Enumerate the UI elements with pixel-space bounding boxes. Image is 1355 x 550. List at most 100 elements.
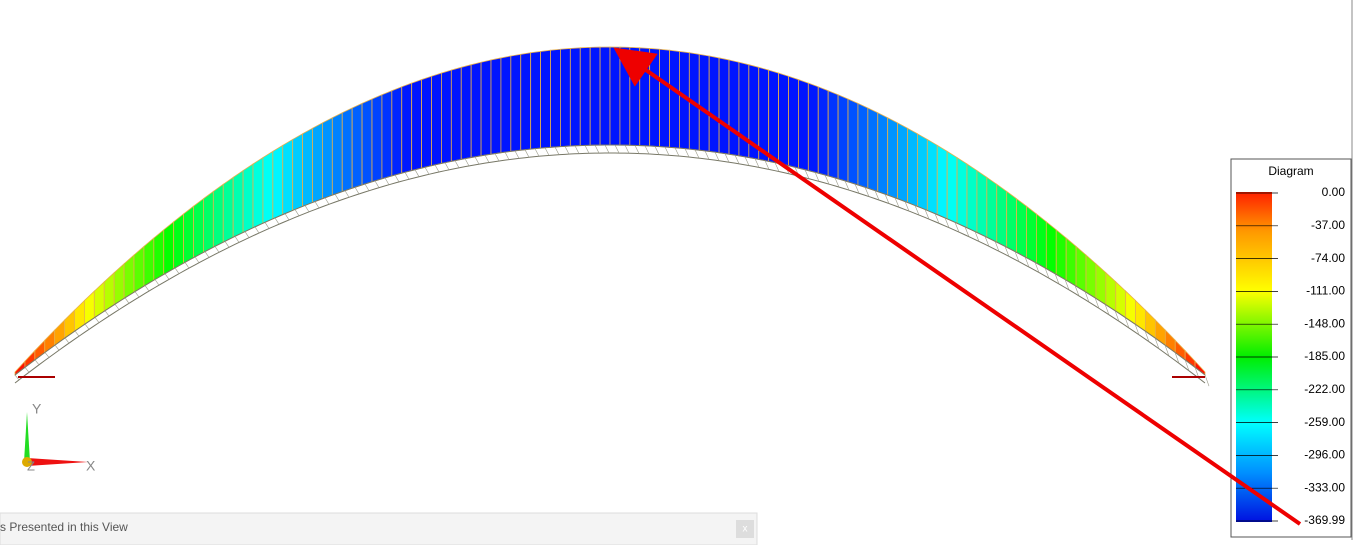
legend: Diagram 0.00 -37.00 -74.00 -111.00 -148.00 -1… — [1230, 158, 1352, 538]
diagram-segment — [232, 169, 244, 238]
annotation-arrow — [613, 47, 1302, 526]
diagram-segment — [520, 52, 532, 151]
arch-web — [354, 187, 360, 195]
arch-web — [1124, 317, 1130, 329]
arch-web — [154, 279, 160, 286]
legend-label: -37.00 — [1311, 218, 1345, 232]
arch-web — [174, 267, 180, 274]
diagram-segment — [1145, 309, 1156, 340]
arch-web — [1144, 330, 1150, 342]
arch-web — [684, 148, 690, 158]
diagram-segment — [74, 299, 85, 333]
close-button[interactable] — [736, 520, 754, 538]
diagram-segment — [946, 150, 958, 224]
arch-web — [564, 146, 570, 155]
diagram-segment — [203, 190, 214, 254]
arch-web — [144, 285, 150, 292]
arch-web — [534, 148, 540, 157]
diagram-segment — [341, 107, 353, 193]
diagram-segment — [24, 349, 36, 369]
diagram-segment — [193, 197, 204, 259]
arch-web — [764, 160, 770, 170]
arch-web — [484, 155, 490, 163]
arch-web — [1024, 256, 1030, 268]
diagram-segment — [917, 133, 928, 212]
arch-web — [1074, 285, 1080, 297]
arch-web — [664, 146, 670, 156]
diagram-segment — [441, 69, 452, 164]
diagram-segment — [391, 86, 403, 177]
diagram-segment — [1036, 213, 1047, 270]
arch-web — [414, 169, 420, 177]
diagram-segment — [1016, 197, 1027, 259]
close-label[interactable]: x — [743, 524, 748, 535]
diagram-segment — [302, 127, 313, 207]
arch-web — [1174, 352, 1180, 364]
diagram-segment — [282, 138, 294, 216]
axis-triad: Y X Z — [22, 401, 96, 474]
arch-web — [834, 177, 840, 188]
arch-web — [704, 150, 710, 160]
arch-web — [84, 323, 90, 330]
arch-web — [714, 152, 720, 161]
diagram-segment — [252, 156, 264, 229]
arch-web — [274, 217, 280, 225]
diagram-segment — [986, 176, 998, 243]
status-text: s Presented in this View — [0, 520, 128, 534]
diagram-segment — [609, 46, 621, 146]
arch-web — [384, 177, 390, 185]
legend-label: -333.00 — [1304, 480, 1345, 494]
arch-web — [374, 180, 380, 188]
diagram-segment — [212, 183, 224, 248]
diagram-segment — [738, 61, 750, 158]
arch-web — [694, 149, 700, 159]
diagram-segment — [966, 163, 978, 234]
diagram-segment — [262, 150, 274, 224]
diagram-segment — [1026, 205, 1037, 264]
diagram-segment — [540, 49, 551, 149]
diagram-segment — [669, 49, 680, 149]
diagram-segment — [371, 94, 383, 183]
diagram-segment — [887, 117, 898, 200]
diagram-segment — [926, 138, 938, 216]
diagram-segment — [500, 55, 512, 154]
arch-web — [164, 273, 170, 280]
diagram-segment — [272, 144, 284, 220]
arch-web — [754, 158, 760, 168]
arch-web — [574, 145, 580, 154]
arch-web — [1034, 262, 1040, 273]
arch-web — [514, 150, 520, 159]
diagram-segment — [569, 47, 581, 147]
arch-web — [344, 190, 350, 198]
legend-label: -148.00 — [1304, 316, 1345, 330]
diagram-segment — [956, 156, 968, 229]
arch-member — [14, 144, 1206, 376]
arch-web — [324, 197, 330, 205]
arch-web — [544, 147, 550, 156]
legend-label: -296.00 — [1304, 448, 1345, 462]
arch-web — [964, 226, 970, 237]
arch-web — [814, 172, 820, 182]
arch-web — [134, 291, 140, 298]
arch-web — [104, 310, 110, 317]
arch-web — [944, 217, 950, 228]
diagram-segment — [1095, 262, 1107, 306]
diagram-segment — [470, 61, 482, 158]
diagram-segment — [807, 82, 819, 174]
diagram-segment — [599, 46, 611, 146]
legend-label: -369.99 — [1304, 513, 1345, 527]
arch-web — [44, 352, 50, 358]
arch-web — [914, 205, 920, 216]
arch-web — [1164, 345, 1170, 357]
arch-web — [1184, 359, 1190, 371]
arch-web — [734, 155, 740, 164]
diagram-segment — [153, 228, 165, 281]
diagram-segment — [361, 98, 373, 186]
status-bar: s Presented in this View x — [0, 512, 758, 546]
arch-web — [404, 172, 410, 180]
diagram-segment — [34, 339, 46, 361]
diagram-segment — [1135, 299, 1146, 333]
diagram-segment — [877, 112, 889, 196]
